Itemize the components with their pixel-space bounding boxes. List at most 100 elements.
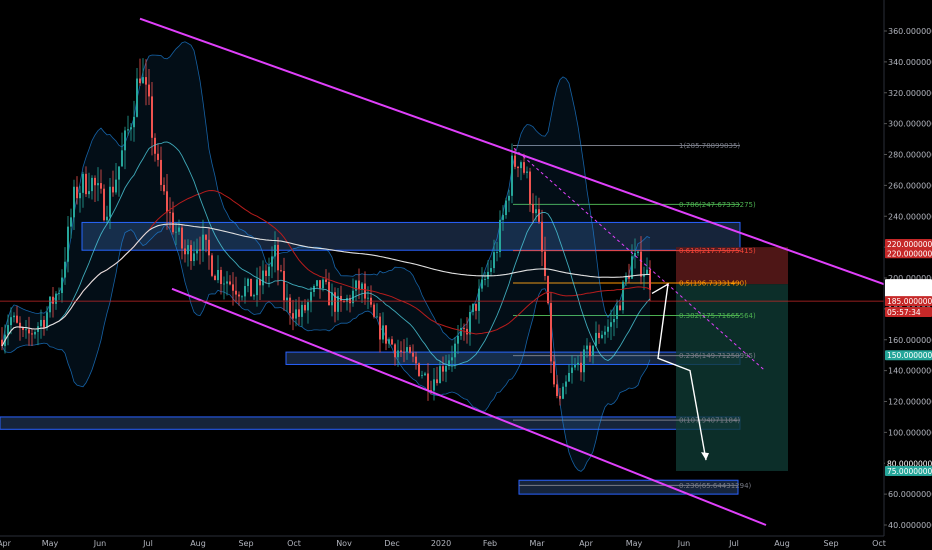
- candle: [286, 283, 288, 312]
- candle: [622, 280, 624, 314]
- candle: [475, 303, 477, 320]
- candle: [577, 355, 579, 371]
- candle: [283, 257, 285, 311]
- candle: [274, 231, 276, 273]
- candle: [580, 351, 582, 381]
- candle-body: [52, 296, 54, 304]
- x-tick-label: Nov: [336, 539, 352, 548]
- price-tag[interactable]: 75.00000000: [885, 465, 932, 476]
- candle: [376, 303, 378, 318]
- candle: [28, 316, 30, 346]
- candle: [145, 59, 147, 106]
- channel-lower-line[interactable]: [171, 287, 767, 526]
- candle: [334, 287, 336, 323]
- price-tag[interactable]: 185.00000000: [885, 296, 932, 307]
- x-tick-label: Oct: [872, 539, 886, 548]
- candle: [142, 58, 144, 84]
- candle-body: [382, 325, 384, 340]
- candle-body: [577, 362, 579, 365]
- candle-body: [376, 316, 378, 318]
- price-tag[interactable]: 196.00000000: [885, 279, 932, 290]
- candle: [91, 175, 93, 200]
- candle: [595, 321, 597, 347]
- price-tag[interactable]: 220.00000000: [885, 239, 932, 250]
- price-tag-bg: [885, 248, 932, 259]
- candle-body: [535, 209, 537, 214]
- candle-body: [595, 332, 597, 346]
- x-tick-label: Jun: [677, 539, 691, 548]
- candle: [352, 278, 354, 307]
- candle-body: [94, 177, 96, 186]
- candle-body: [457, 335, 459, 344]
- candle-body: [562, 386, 564, 399]
- candle: [448, 354, 450, 370]
- x-tick-label: Aug: [774, 539, 790, 548]
- candle: [277, 237, 279, 286]
- candle: [424, 371, 426, 376]
- candle-body: [190, 245, 192, 262]
- candle-body: [361, 283, 363, 290]
- candle-body: [610, 322, 612, 327]
- candle: [10, 307, 12, 335]
- price-tag[interactable]: 195.64001013: [885, 286, 932, 297]
- candle: [118, 166, 120, 197]
- candle: [82, 171, 84, 208]
- candle-body: [505, 200, 507, 216]
- candle: [112, 170, 114, 197]
- projection-path[interactable]: [651, 282, 707, 461]
- candle-body: [286, 297, 288, 301]
- price-tag[interactable]: 05:57:34: [885, 306, 932, 317]
- candle: [442, 356, 444, 382]
- candle: [472, 303, 474, 316]
- candle-body: [73, 186, 75, 218]
- candle: [598, 324, 600, 344]
- candle-body: [574, 364, 576, 368]
- price-axis[interactable]: 40.00000000 60.00000000 80.00000000 100.000…: [883, 0, 932, 550]
- candle-body: [265, 270, 267, 277]
- candle-body: [514, 155, 516, 167]
- trend-dashed-line[interactable]: [513, 147, 766, 371]
- x-tick-label: Jul: [728, 539, 739, 548]
- candle-body: [160, 159, 162, 185]
- price-tag[interactable]: 80.00000000: [885, 458, 932, 469]
- price-tag[interactable]: 220.00000000: [885, 248, 932, 259]
- candle-body: [154, 137, 156, 154]
- candle-body: [28, 329, 30, 334]
- candle-body: [70, 217, 72, 227]
- price-tag-bg: [885, 239, 932, 250]
- candle-body: [628, 275, 630, 279]
- candle: [481, 267, 483, 292]
- candle: [400, 341, 402, 357]
- candle-body: [16, 315, 18, 323]
- candle: [130, 122, 132, 141]
- descending-channel[interactable]: [0, 17, 885, 526]
- time-axis-bg: [0, 536, 884, 550]
- lower-band: [1, 224, 651, 472]
- channel-upper-line[interactable]: [139, 17, 885, 286]
- candle-body: [220, 269, 222, 285]
- candle: [190, 240, 192, 270]
- candle: [265, 264, 267, 284]
- candle-body: [112, 186, 114, 193]
- candle-body: [358, 280, 360, 290]
- candle: [331, 283, 333, 317]
- price-tag-label: 220.00000000: [887, 240, 932, 249]
- candle: [235, 276, 237, 303]
- projection-arrow[interactable]: [651, 282, 709, 461]
- price-tag[interactable]: 150.00000000: [885, 350, 932, 361]
- candle-body: [58, 293, 60, 294]
- time-axis[interactable]: Apr May Jun Jul Aug Sep Oct Nov Dec 2020 Feb Mar Apr…: [0, 535, 886, 550]
- candle-body: [460, 327, 462, 336]
- candle: [625, 272, 627, 287]
- candle-body: [13, 315, 15, 318]
- candle-body: [319, 280, 321, 289]
- stop-loss-zone[interactable]: [676, 247, 788, 285]
- candle: [268, 257, 270, 288]
- zone-box: [518, 479, 739, 495]
- candle-body: [472, 303, 474, 312]
- moving-averages: [1, 141, 651, 367]
- candle-body: [463, 327, 465, 329]
- candle: [208, 228, 210, 270]
- y-tick-label: 140.00000000: [888, 367, 932, 376]
